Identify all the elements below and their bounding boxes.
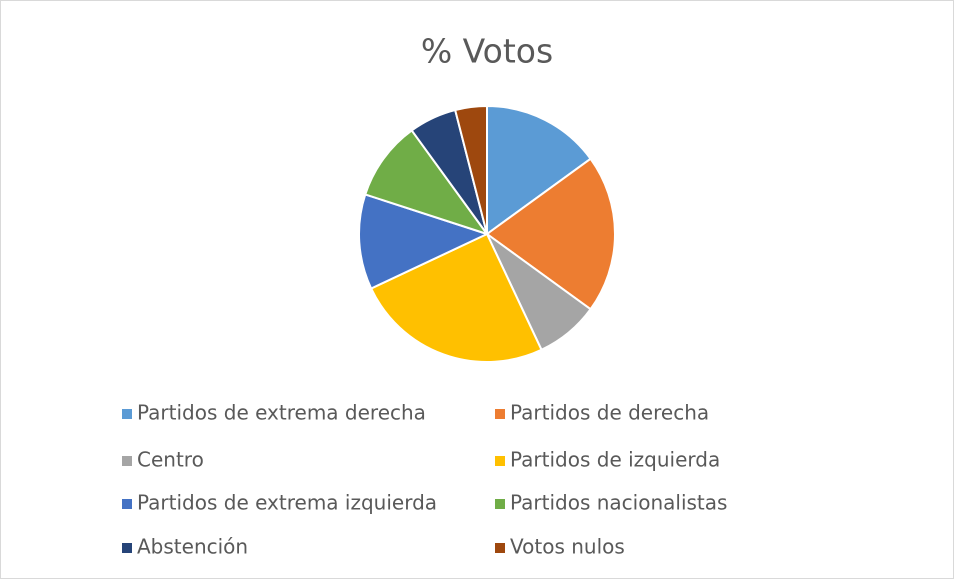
- legend-label: Abstención: [137, 535, 248, 559]
- legend-label: Partidos de derecha: [510, 401, 709, 425]
- legend-label: Partidos nacionalistas: [510, 491, 727, 515]
- legend-label: Partidos de extrema izquierda: [137, 491, 437, 515]
- legend-label: Partidos de extrema derecha: [137, 401, 426, 425]
- legend-swatch: [495, 409, 505, 419]
- legend-swatch: [122, 456, 132, 466]
- legend-swatch: [122, 499, 132, 509]
- legend-swatch: [495, 499, 505, 509]
- legend-label: Votos nulos: [510, 535, 625, 559]
- legend-swatch: [495, 543, 505, 553]
- pie-slice: [453, 104, 488, 235]
- legend-swatch: [122, 543, 132, 553]
- pie-slice: [485, 157, 616, 311]
- pie-slice: [358, 193, 490, 290]
- legend-swatch: [495, 456, 505, 466]
- legend-label: Partidos de izquierda: [510, 448, 720, 472]
- pie-slice: [369, 232, 543, 363]
- legend-label: Centro: [137, 448, 204, 472]
- pie-slice: [486, 104, 592, 236]
- chart-title: % Votos: [421, 32, 553, 71]
- legend-swatch: [122, 409, 132, 419]
- pie-slice: [364, 129, 490, 236]
